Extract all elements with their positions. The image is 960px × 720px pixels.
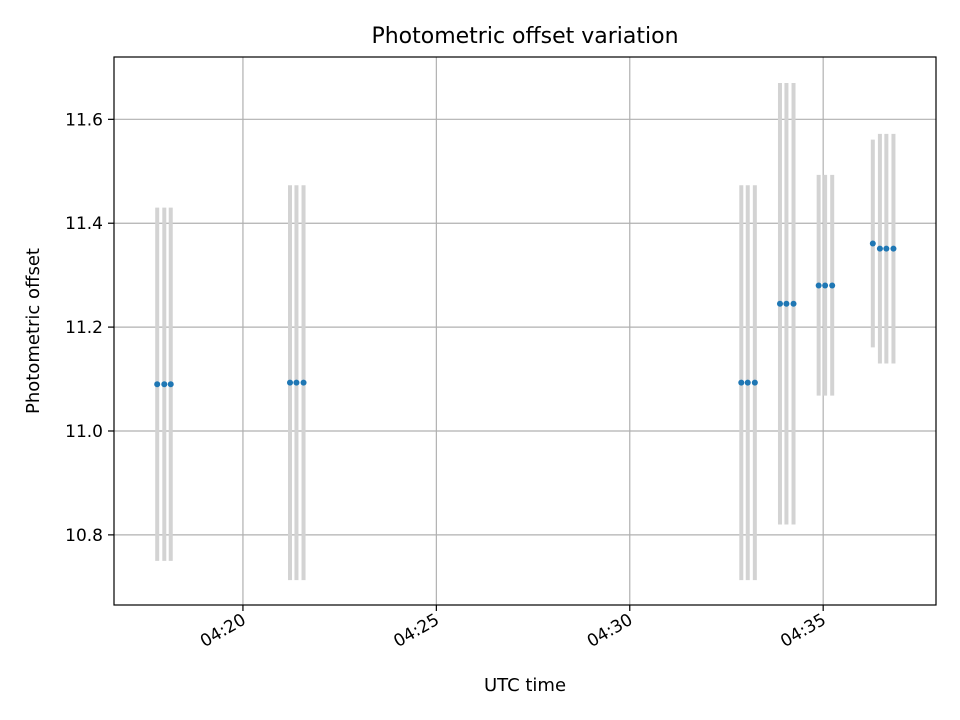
data-points: [154, 240, 897, 388]
y-tick-label: 11.6: [65, 110, 103, 130]
data-point: [822, 282, 829, 289]
data-point: [783, 300, 790, 307]
data-point: [776, 300, 783, 307]
y-tick-label: 11.0: [65, 422, 103, 442]
data-point: [890, 245, 897, 252]
y-tick-label: 11.4: [65, 214, 103, 234]
y-tick-label: 11.2: [65, 318, 103, 338]
data-point: [815, 282, 822, 289]
data-point: [167, 381, 174, 388]
y-tick-label: 10.8: [65, 526, 103, 546]
grid-lines: [114, 57, 936, 605]
data-point: [161, 381, 168, 388]
data-point: [883, 245, 890, 252]
plot-frame: [113, 56, 937, 606]
x-axis-label: UTC time: [484, 675, 566, 696]
data-point: [287, 379, 294, 386]
y-axis-label: Photometric offset: [23, 248, 44, 414]
data-point: [790, 300, 797, 307]
data-point: [293, 379, 300, 386]
y-axis-ticks: 10.8 11.0 11.2 11.4 11.6: [65, 110, 114, 546]
data-point: [744, 379, 751, 386]
data-point: [876, 245, 883, 252]
data-point: [738, 379, 745, 386]
chart-title: Photometric offset variation: [371, 24, 678, 49]
data-point: [154, 381, 161, 388]
data-point: [300, 379, 307, 386]
data-point: [829, 282, 836, 289]
data-point: [869, 240, 876, 247]
data-point: [751, 379, 758, 386]
